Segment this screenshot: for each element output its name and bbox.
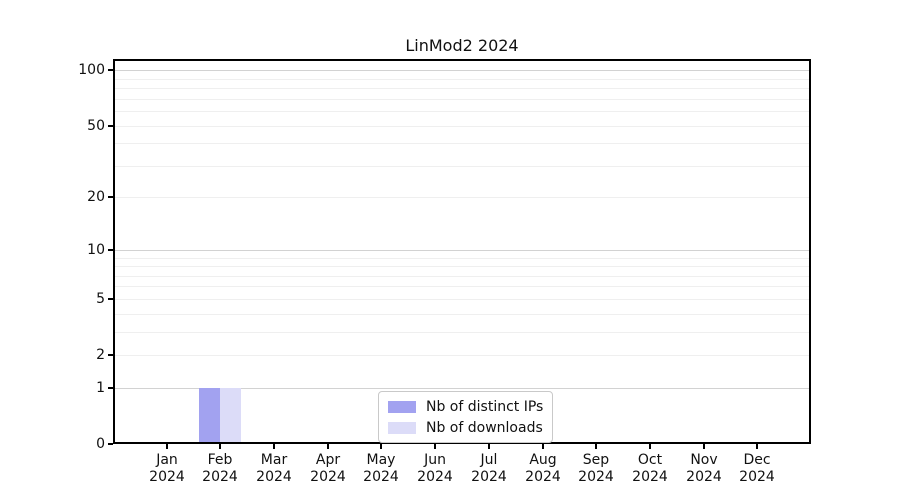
y-tick-mark — [108, 354, 113, 356]
x-tick-label: Jun 2024 — [403, 452, 467, 486]
chart-title: LinMod2 2024 — [405, 36, 519, 55]
x-tick-month: Dec — [743, 452, 771, 468]
x-tick-month: Oct — [637, 452, 663, 468]
x-tick-year: 2024 — [310, 469, 346, 485]
y-tick-label: 2 — [96, 347, 105, 363]
x-tick-label: Oct 2024 — [618, 452, 682, 486]
minor-gridline — [113, 331, 811, 333]
y-tick-label: 20 — [87, 189, 105, 205]
x-tick-month: Mar — [260, 452, 288, 468]
major-gridline — [113, 69, 811, 71]
x-tick-month: May — [366, 452, 396, 468]
y-tick-mark — [108, 298, 113, 300]
x-tick-label: Jul 2024 — [457, 452, 521, 486]
x-tick-year: 2024 — [417, 469, 453, 485]
x-tick-year: 2024 — [363, 469, 399, 485]
x-tick-year: 2024 — [525, 469, 561, 485]
x-tick-label: Jan 2024 — [135, 452, 199, 486]
x-tick-year: 2024 — [256, 469, 292, 485]
legend-entry: Nb of downloads — [388, 417, 543, 438]
x-tick-mark — [542, 444, 544, 449]
x-tick-mark — [219, 444, 221, 449]
legend-swatch — [388, 421, 416, 434]
y-tick-mark — [108, 196, 113, 198]
x-tick-label: May 2024 — [349, 452, 413, 486]
plot-area — [113, 59, 811, 444]
x-tick-label: Apr 2024 — [296, 452, 360, 486]
bar — [220, 388, 241, 444]
minor-gridline — [113, 110, 811, 112]
major-gridline — [113, 387, 811, 389]
x-tick-mark — [488, 444, 490, 449]
x-tick-label: Dec 2024 — [725, 452, 789, 486]
minor-gridline — [113, 87, 811, 89]
minor-gridline — [113, 275, 811, 277]
x-tick-month: Feb — [207, 452, 233, 468]
y-tick-label: 10 — [87, 242, 105, 258]
minor-gridline — [113, 78, 811, 80]
x-tick-year: 2024 — [686, 469, 722, 485]
x-tick-year: 2024 — [632, 469, 668, 485]
legend-entry-label: Nb of downloads — [426, 419, 543, 436]
x-tick-month: Sep — [582, 452, 610, 468]
x-tick-label: Mar 2024 — [242, 452, 306, 486]
x-tick-mark — [703, 444, 705, 449]
x-tick-month: Aug — [529, 452, 557, 468]
minor-gridline — [113, 125, 811, 127]
minor-gridline — [113, 265, 811, 267]
x-tick-month: Apr — [315, 452, 341, 468]
minor-gridline — [113, 98, 811, 100]
x-tick-month: Nov — [690, 452, 718, 468]
x-tick-mark — [595, 444, 597, 449]
x-tick-mark — [380, 444, 382, 449]
legend-swatch — [388, 400, 416, 413]
y-tick-mark — [108, 249, 113, 251]
x-tick-year: 2024 — [739, 469, 775, 485]
y-tick-label: 50 — [87, 118, 105, 134]
y-tick-mark — [108, 443, 113, 445]
x-tick-year: 2024 — [202, 469, 238, 485]
minor-gridline — [113, 285, 811, 287]
x-tick-month: Jun — [424, 452, 446, 468]
y-tick-mark — [108, 387, 113, 389]
minor-gridline — [113, 196, 811, 198]
legend-entry: Nb of distinct IPs — [388, 396, 543, 417]
x-tick-label: Nov 2024 — [672, 452, 736, 486]
minor-gridline — [113, 257, 811, 259]
y-tick-mark — [108, 69, 113, 71]
x-tick-mark — [327, 444, 329, 449]
bar — [199, 388, 220, 444]
x-tick-mark — [649, 444, 651, 449]
y-tick-label: 1 — [96, 380, 105, 396]
y-tick-label: 5 — [96, 291, 105, 307]
minor-gridline — [113, 298, 811, 300]
y-tick-mark — [108, 125, 113, 127]
minor-gridline — [113, 142, 811, 144]
x-tick-month: Jan — [156, 452, 178, 468]
minor-gridline — [113, 165, 811, 167]
x-tick-month: Jul — [480, 452, 498, 468]
x-tick-year: 2024 — [471, 469, 507, 485]
x-tick-label: Feb 2024 — [188, 452, 252, 486]
x-tick-mark — [434, 444, 436, 449]
minor-gridline — [113, 354, 811, 356]
x-tick-year: 2024 — [149, 469, 185, 485]
major-gridline — [113, 249, 811, 251]
x-tick-label: Aug 2024 — [511, 452, 575, 486]
y-tick-label: 0 — [96, 436, 105, 452]
legend: Nb of distinct IPs Nb of downloads — [378, 391, 554, 443]
legend-entry-label: Nb of distinct IPs — [426, 398, 544, 415]
y-tick-label: 100 — [78, 62, 105, 78]
minor-gridline — [113, 313, 811, 315]
x-tick-mark — [756, 444, 758, 449]
x-tick-label: Sep 2024 — [564, 452, 628, 486]
x-tick-mark — [273, 444, 275, 449]
x-tick-year: 2024 — [578, 469, 614, 485]
x-tick-mark — [166, 444, 168, 449]
